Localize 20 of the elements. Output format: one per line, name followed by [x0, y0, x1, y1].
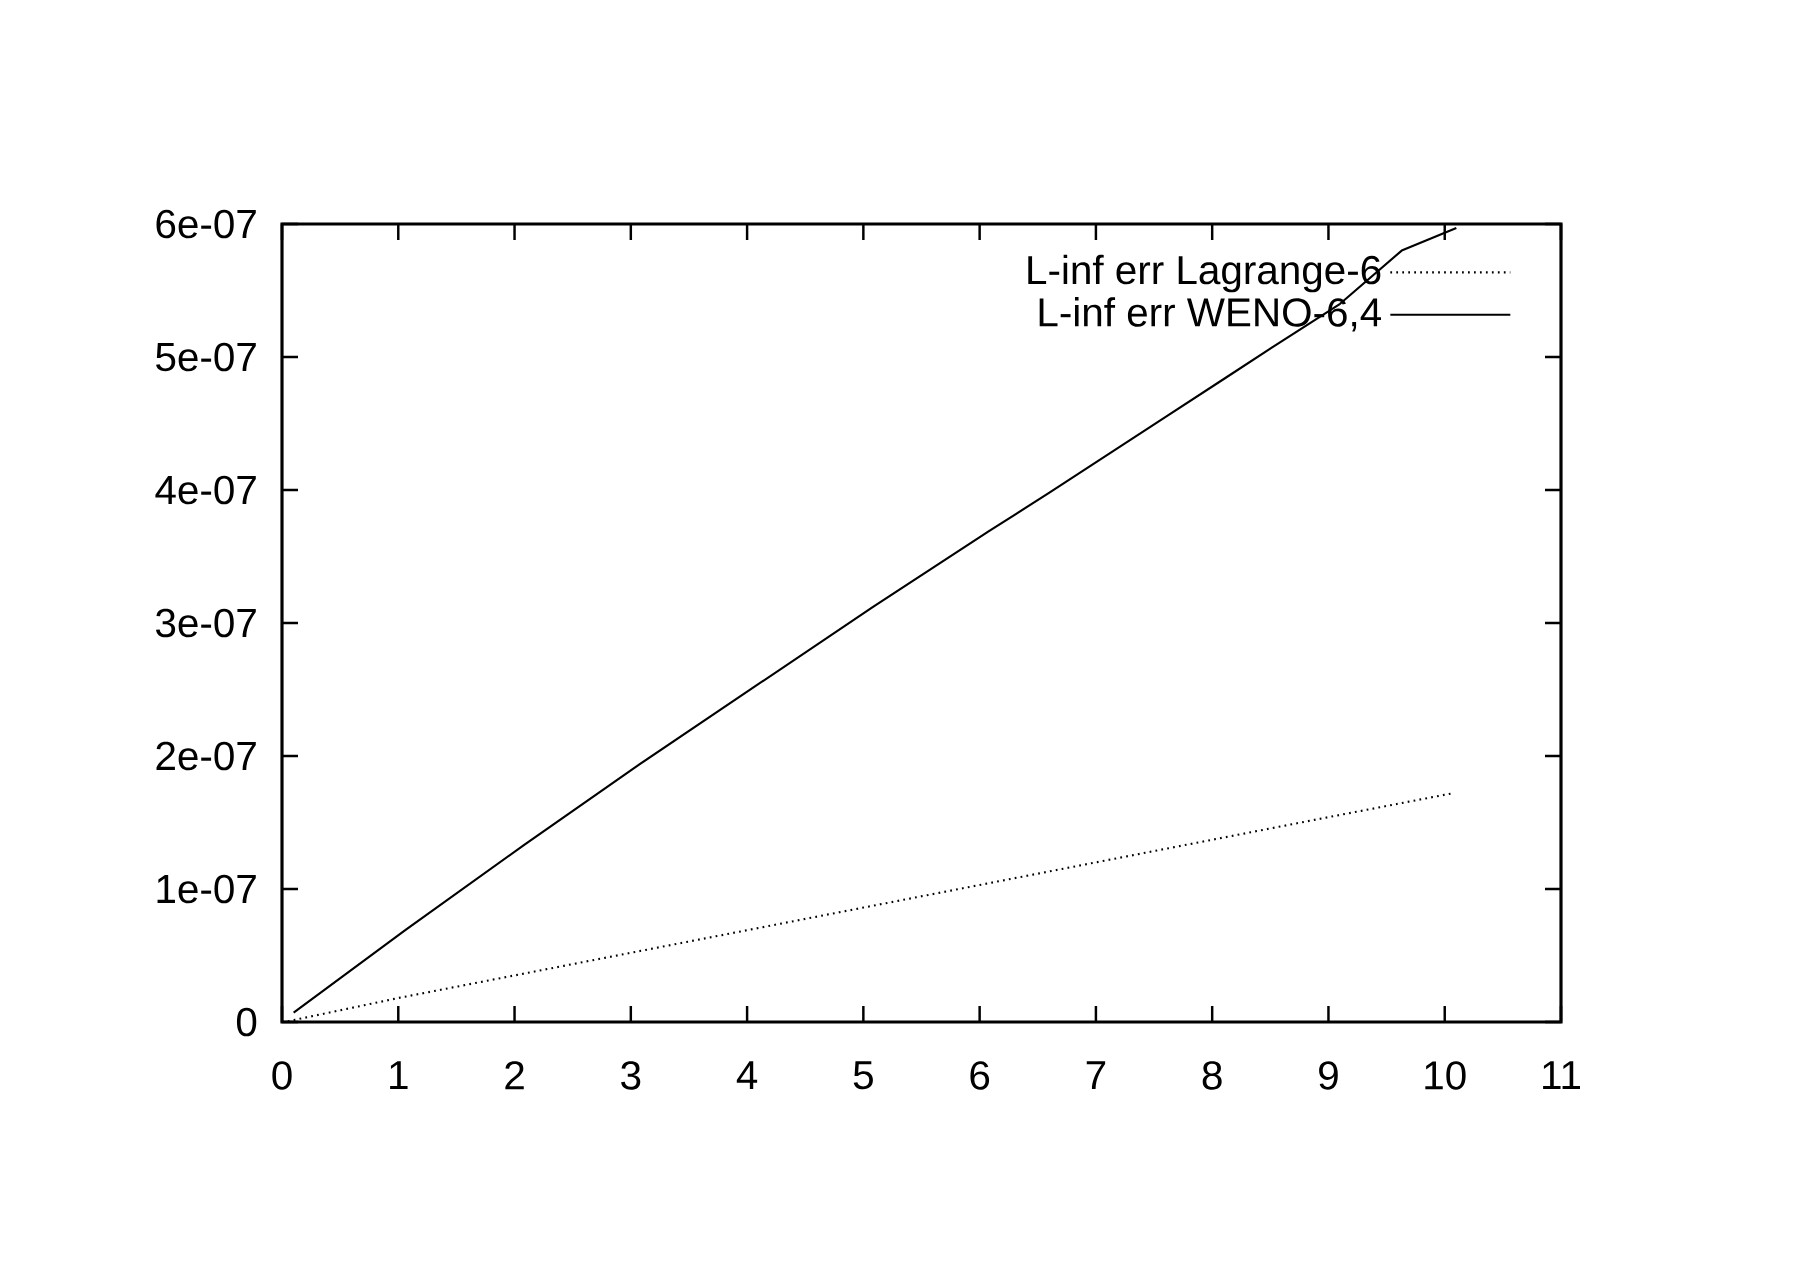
x-tick-label: 3: [621, 1061, 641, 1090]
y-tick-label: 1e-07: [157, 874, 256, 904]
x-tick-label: 5: [853, 1061, 873, 1090]
y-tick-label: 2e-07: [156, 741, 256, 771]
x-tick-label: 0: [272, 1061, 292, 1090]
x-tick-label: 4: [736, 1061, 758, 1089]
x-tick-label: 11: [1543, 1061, 1581, 1089]
legend-label: L-inf err Lagrange-6: [1028, 254, 1381, 293]
y-tick-label: 6e-07: [156, 209, 256, 239]
x-tick-label: 2: [505, 1061, 524, 1090]
y-tick-label: 5e-07: [156, 342, 256, 372]
y-tick-label: 0: [236, 1007, 257, 1037]
y-tick-label: 3e-07: [156, 608, 256, 638]
x-tick-label: 8: [1202, 1061, 1222, 1090]
x-tick-label: 6: [970, 1061, 990, 1090]
x-tick-label: 10: [1425, 1061, 1466, 1090]
y-tick-label: 4e-07: [155, 475, 256, 505]
x-tick-label: 9: [1319, 1061, 1338, 1090]
x-tick-label: 7: [1086, 1061, 1106, 1089]
x-tick-label: 1: [390, 1061, 408, 1089]
